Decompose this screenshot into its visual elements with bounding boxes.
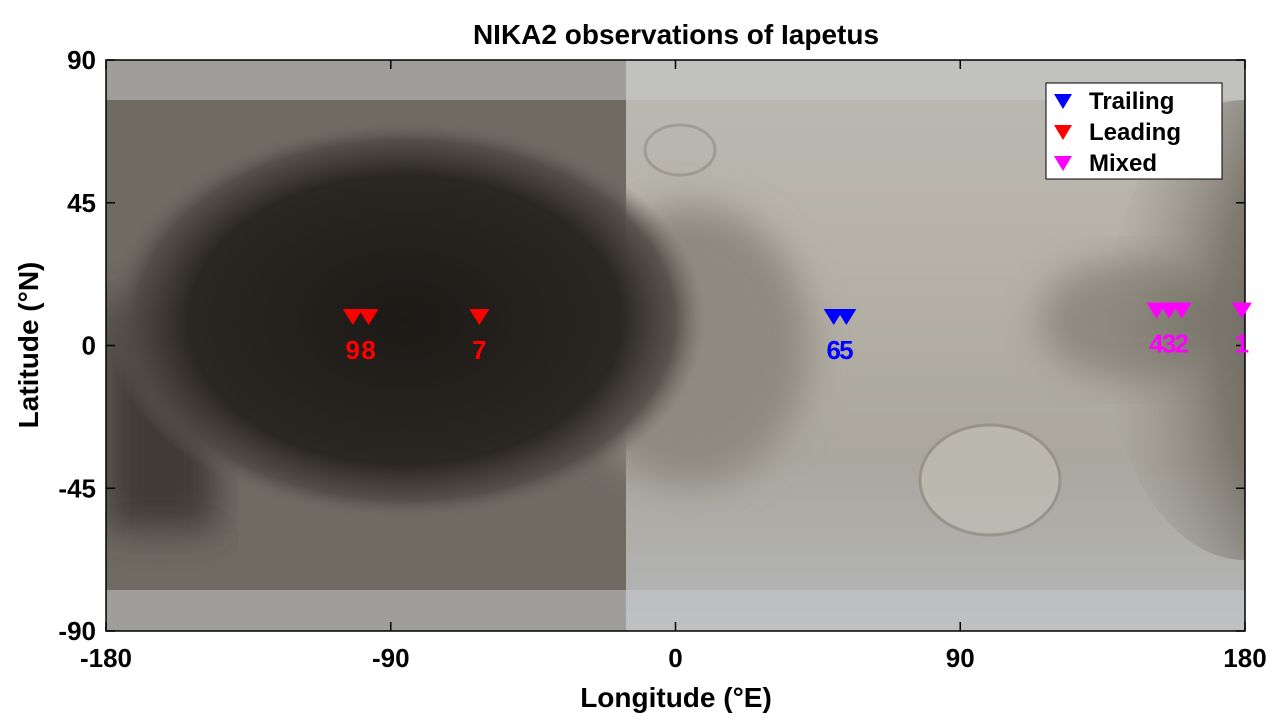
x-tick-label: -90 <box>372 643 410 673</box>
marker-mixed-4 <box>1146 302 1167 319</box>
marker-leading-7 <box>469 308 490 325</box>
marker-label-7: 7 <box>472 335 486 365</box>
y-tick-label: 0 <box>82 331 96 361</box>
legend-label-trailing: Trailing <box>1089 88 1174 115</box>
legend-box <box>1045 82 1223 180</box>
chart-title: NIKA2 observations of Iapetus <box>473 19 879 50</box>
marker-label-8: 8 <box>361 335 375 365</box>
marker-label-2: 2 <box>1174 329 1188 359</box>
marker-mixed-3 <box>1159 302 1180 319</box>
legend-label-leading: Leading <box>1089 119 1181 146</box>
marker-label-4: 4 <box>1149 329 1164 359</box>
legend-marker-mixed <box>1054 156 1072 171</box>
legend-marker-leading <box>1054 125 1072 140</box>
data-markers: 65 9 8 7 432 1 <box>342 302 1252 365</box>
marker-label-5: 5 <box>839 335 853 365</box>
marker-leading-9 <box>342 308 363 325</box>
legend-marker-trailing <box>1054 94 1072 109</box>
legend: Trailing Leading Mixed <box>1045 82 1223 180</box>
x-tick-label: 180 <box>1223 643 1266 673</box>
marker-trailing-6 <box>823 308 844 325</box>
marker-leading-8 <box>358 308 379 325</box>
y-tick-label: -45 <box>58 473 96 503</box>
x-tick-label: 90 <box>946 643 975 673</box>
marker-label-6: 6 <box>826 335 840 365</box>
x-axis-label: Longitude (°E) <box>580 682 772 713</box>
x-tick-label: -180 <box>80 643 132 673</box>
marker-mixed-1 <box>1231 302 1252 319</box>
legend-label-mixed: Mixed <box>1089 150 1157 177</box>
marker-label-1: 1 <box>1235 329 1249 359</box>
y-axis-label: Latitude (°N) <box>13 262 44 429</box>
marker-mixed-2 <box>1171 302 1192 319</box>
y-tick-label: 90 <box>67 45 96 75</box>
y-tick-label: -90 <box>58 616 96 646</box>
y-tick-label: 45 <box>67 188 96 218</box>
marker-trailing-5 <box>836 308 857 325</box>
x-tick-label: 0 <box>668 643 682 673</box>
marker-label-3: 3 <box>1162 329 1176 359</box>
marker-label-9: 9 <box>346 335 360 365</box>
